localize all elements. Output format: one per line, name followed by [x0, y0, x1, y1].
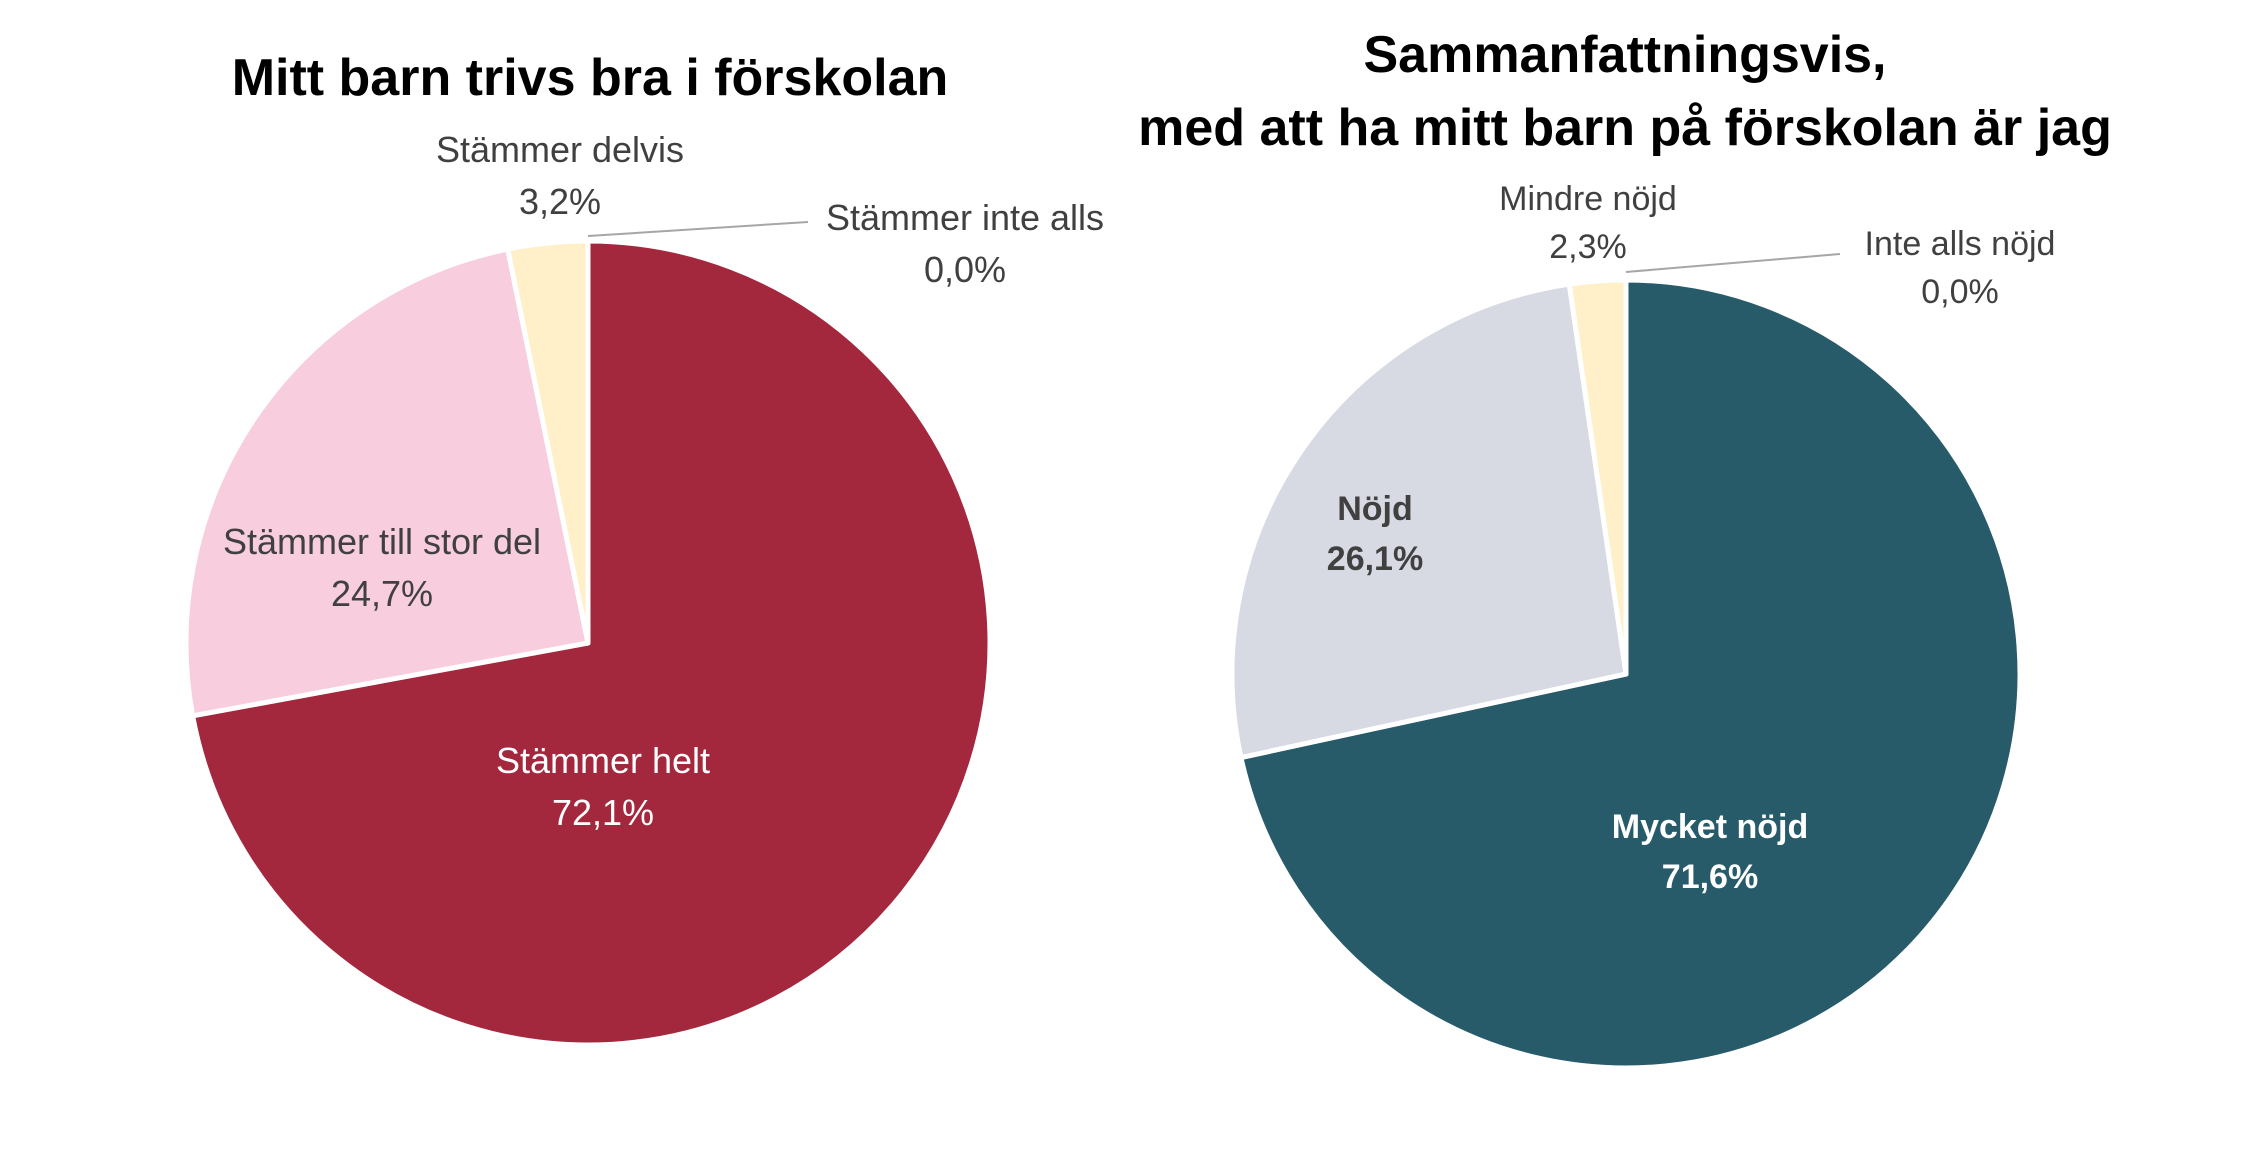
chart-1-title: Mitt barn trivs bra i förskolan: [232, 49, 949, 107]
chart-2-value-mindre-nojd: 2,3%: [1549, 228, 1627, 266]
chart-1-value-stammer-till-stor-del: 24,7%: [331, 573, 433, 614]
chart-2-slice-mindre-nojd: [1566, 277, 1629, 677]
chart-1-value-stammer-helt: 72,1%: [552, 792, 654, 833]
chart-1: Mitt barn trivs bra i förskolan Stämmer …: [183, 49, 1104, 1048]
chart-1-leader-line: [587, 221, 809, 237]
chart-1-label-stammer-delvis: Stämmer delvis: [436, 129, 684, 170]
chart-2-value-inte-alls-nojd: 0,0%: [1921, 273, 1999, 311]
chart-1-pie: [183, 238, 993, 1048]
chart-2-leader-line: [1625, 253, 1841, 273]
chart-1-value-stammer-delvis: 3,2%: [519, 181, 601, 222]
chart-2-value-mycket-nojd: 71,6%: [1662, 858, 1758, 896]
chart-2-slice-nojd: [1229, 281, 1629, 761]
chart-1-slice-stammer-delvis: [505, 238, 591, 646]
chart-1-value-stammer-inte-alls: 0,0%: [924, 249, 1006, 290]
chart-2-slice-mycket-nojd: [1238, 277, 2023, 1071]
chart-2-title-line-2: med att ha mitt barn på förskolan är jag: [1138, 99, 2112, 157]
chart-1-slice-stammer-till-stor-del: [183, 246, 591, 719]
chart-2-value-nojd: 26,1%: [1327, 540, 1423, 578]
chart-2-label-mycket-nojd: Mycket nöjd: [1612, 808, 1808, 846]
chart-2-label-mindre-nojd: Mindre nöjd: [1499, 180, 1677, 218]
chart-1-slice-stammer-helt: [190, 238, 993, 1048]
chart-2-label-inte-alls-nojd: Inte alls nöjd: [1865, 225, 2056, 263]
chart-2: Sammanfattningsvis, med att ha mitt barn…: [1138, 26, 2112, 1071]
chart-1-label-stammer-inte-alls: Stämmer inte alls: [826, 197, 1104, 238]
chart-2-pie: [1229, 277, 2023, 1071]
chart-1-label-stammer-helt: Stämmer helt: [496, 740, 710, 781]
chart-1-label-stammer-till-stor-del: Stämmer till stor del: [223, 521, 541, 562]
chart-2-label-nojd: Nöjd: [1337, 490, 1413, 528]
chart-2-title-line-1: Sammanfattningsvis,: [1363, 26, 1886, 84]
